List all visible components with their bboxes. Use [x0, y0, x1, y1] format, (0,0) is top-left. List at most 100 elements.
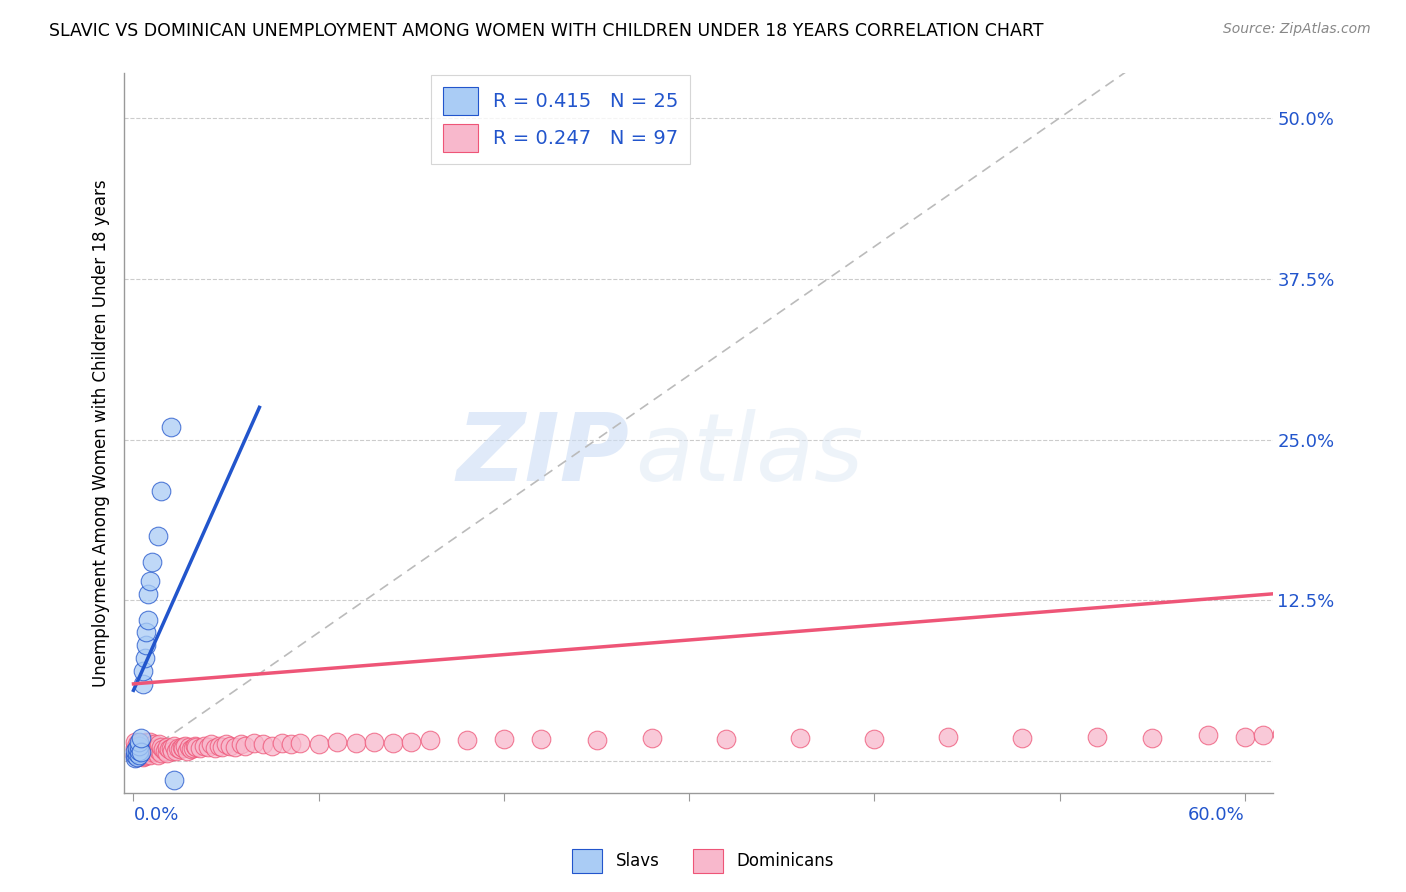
Point	[127, 741, 149, 756]
Point	[129, 748, 152, 763]
Legend: Slavs, Dominicans: Slavs, Dominicans	[565, 842, 841, 880]
Point	[308, 737, 330, 751]
Point	[134, 736, 156, 750]
Point	[163, 773, 186, 788]
Point	[204, 741, 226, 756]
Point	[215, 737, 238, 751]
Point	[146, 747, 169, 762]
Legend: R = 0.415   N = 25, R = 0.247   N = 97: R = 0.415 N = 25, R = 0.247 N = 97	[432, 76, 690, 163]
Point	[208, 739, 231, 753]
Point	[124, 747, 146, 762]
Point	[183, 739, 205, 753]
Point	[169, 742, 191, 756]
Point	[211, 739, 233, 754]
Point	[176, 744, 198, 758]
Point	[136, 587, 159, 601]
Point	[157, 742, 180, 756]
Point	[136, 739, 159, 754]
Point	[1011, 731, 1033, 745]
Point	[165, 744, 187, 758]
Point	[129, 742, 152, 756]
Point	[1197, 728, 1219, 742]
Point	[381, 736, 404, 750]
Point	[135, 747, 157, 762]
Point	[139, 741, 162, 756]
Point	[132, 664, 155, 678]
Point	[134, 742, 156, 756]
Point	[128, 744, 150, 758]
Point	[128, 741, 150, 756]
Point	[128, 747, 150, 762]
Text: Source: ZipAtlas.com: Source: ZipAtlas.com	[1223, 22, 1371, 37]
Point	[132, 677, 155, 691]
Point	[139, 735, 162, 749]
Point	[243, 736, 266, 750]
Point	[262, 739, 284, 753]
Text: 60.0%: 60.0%	[1188, 806, 1244, 824]
Point	[128, 747, 150, 762]
Point	[1140, 731, 1163, 745]
Point	[135, 735, 157, 749]
Point	[344, 736, 367, 750]
Point	[141, 739, 163, 753]
Point	[224, 739, 246, 754]
Point	[132, 737, 155, 751]
Point	[1085, 730, 1108, 744]
Point	[146, 529, 169, 543]
Y-axis label: Unemployment Among Women with Children Under 18 years: Unemployment Among Women with Children U…	[93, 179, 110, 687]
Point	[200, 737, 222, 751]
Point	[456, 733, 478, 747]
Point	[128, 735, 150, 749]
Point	[641, 731, 664, 745]
Point	[129, 736, 152, 750]
Point	[156, 739, 179, 754]
Point	[186, 739, 208, 754]
Point	[173, 741, 195, 756]
Point	[135, 625, 157, 640]
Point	[127, 744, 149, 758]
Point	[280, 737, 302, 751]
Point	[150, 747, 173, 761]
Point	[233, 739, 256, 753]
Point	[401, 735, 423, 749]
Text: ZIP: ZIP	[457, 409, 630, 500]
Point	[136, 747, 159, 761]
Point	[288, 736, 311, 750]
Point	[159, 419, 181, 434]
Point	[789, 731, 811, 745]
Point	[132, 744, 155, 758]
Point	[180, 742, 202, 756]
Point	[174, 739, 197, 753]
Point	[167, 741, 190, 756]
Point	[150, 739, 173, 754]
Point	[134, 651, 156, 665]
Text: 0.0%: 0.0%	[134, 806, 179, 824]
Point	[139, 747, 162, 762]
Point	[146, 741, 169, 756]
Point	[585, 733, 607, 747]
Point	[150, 483, 173, 498]
Text: atlas: atlas	[636, 409, 863, 500]
Point	[141, 745, 163, 759]
Point	[136, 613, 159, 627]
Point	[124, 741, 146, 756]
Point	[229, 737, 252, 751]
Point	[177, 739, 200, 754]
Point	[156, 747, 179, 761]
Point	[127, 737, 149, 751]
Point	[124, 747, 146, 762]
Point	[714, 732, 737, 747]
Point	[135, 741, 157, 756]
Point	[188, 741, 211, 756]
Point	[127, 750, 149, 764]
Point	[127, 747, 149, 761]
Point	[419, 733, 441, 747]
Point	[134, 748, 156, 763]
Point	[181, 741, 204, 756]
Point	[129, 731, 152, 745]
Point	[139, 574, 162, 588]
Point	[128, 739, 150, 753]
Point	[252, 737, 274, 751]
Point	[141, 555, 163, 569]
Point	[124, 751, 146, 765]
